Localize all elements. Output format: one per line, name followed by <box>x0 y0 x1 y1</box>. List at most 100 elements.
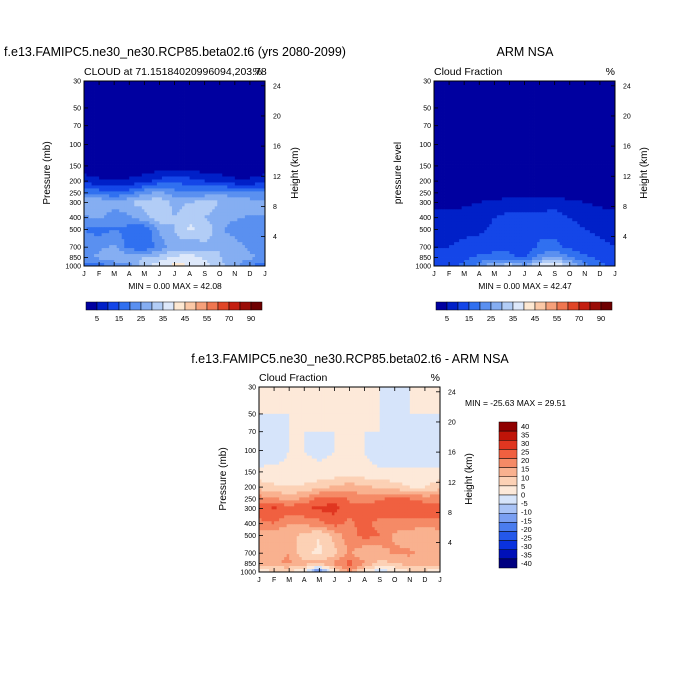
contour-cell <box>439 83 442 88</box>
contour-cell <box>139 254 143 258</box>
contour-cell <box>114 116 118 121</box>
contour-cell <box>197 263 201 267</box>
contour-cell <box>184 113 188 118</box>
contour-cell <box>202 81 206 85</box>
contour-cell <box>247 164 251 168</box>
contour-cell <box>182 227 185 231</box>
contour-cell <box>114 101 118 106</box>
contour-cell <box>154 122 158 127</box>
contour-cell <box>84 194 87 198</box>
contour-cell <box>154 119 158 124</box>
contour-cell <box>476 92 480 97</box>
contour-cell <box>96 137 100 142</box>
contour-cell <box>124 179 128 183</box>
contour-cell <box>247 89 251 94</box>
contour-cell <box>197 212 201 216</box>
contour-cell <box>244 242 248 246</box>
contour-cell <box>247 203 251 207</box>
contour-cell <box>171 191 175 195</box>
contour-cell <box>572 95 576 100</box>
contour-cell <box>174 260 178 264</box>
contour-cell <box>169 140 173 145</box>
contour-cell <box>202 251 206 255</box>
contour-cell <box>184 176 188 180</box>
contour-cell <box>129 143 133 148</box>
contour-cell <box>229 224 233 228</box>
contour-cell <box>166 134 170 139</box>
contour-cell <box>257 134 261 139</box>
contour-cell <box>114 200 118 204</box>
contour-cell <box>101 146 105 151</box>
contour-cell <box>217 170 221 174</box>
contour-cell <box>166 221 170 225</box>
contour-cell <box>161 95 165 100</box>
contour-cell <box>597 81 601 85</box>
contour-cell <box>129 125 133 130</box>
contour-cell <box>129 119 133 124</box>
contour-cell <box>174 89 178 94</box>
contour-cell <box>257 101 261 106</box>
contour-cell <box>232 191 236 195</box>
contour-cell <box>177 164 180 168</box>
contour-cell <box>159 206 163 210</box>
contour-cell <box>444 92 447 97</box>
contour-cell <box>212 182 216 186</box>
contour-cell <box>151 164 155 168</box>
contour-cell <box>171 227 175 231</box>
contour-cell <box>111 203 115 207</box>
contour-cell <box>161 164 165 168</box>
contour-cell <box>141 113 145 118</box>
contour-cell <box>164 81 168 85</box>
contour-cell <box>612 81 616 85</box>
contour-cell <box>126 209 130 213</box>
contour-cell <box>252 179 256 183</box>
contour-cell <box>217 215 221 219</box>
contour-cell <box>242 170 246 174</box>
contour-cell <box>84 230 87 234</box>
contour-cell <box>259 101 263 106</box>
contour-cell <box>506 86 510 91</box>
contour-cell <box>109 161 113 165</box>
contour-cell <box>232 92 236 97</box>
contour-cell <box>114 182 118 186</box>
contour-cell <box>161 125 165 130</box>
contour-cell <box>136 182 140 186</box>
contour-cell <box>254 125 258 130</box>
contour-cell <box>174 152 178 156</box>
contour-cell <box>516 81 520 85</box>
contour-cell <box>139 230 143 234</box>
contour-cell <box>161 185 165 189</box>
contour-cell <box>99 152 102 156</box>
contour-cell <box>552 89 556 94</box>
contour-cell <box>504 92 508 97</box>
contour-cell <box>257 248 261 252</box>
contour-cell <box>189 107 193 112</box>
contour-cell <box>94 143 97 148</box>
contour-cell <box>184 92 188 97</box>
contour-cell <box>249 209 253 213</box>
contour-cell <box>254 206 258 210</box>
contour-cell <box>224 92 228 97</box>
contour-cell <box>219 242 223 246</box>
contour-cell <box>149 260 153 264</box>
contour-cell <box>214 263 218 267</box>
contour-cell <box>96 167 100 171</box>
contour-cell <box>524 95 528 100</box>
contour-cell <box>212 191 216 195</box>
contour-cell <box>119 227 123 231</box>
contour-cell <box>101 161 105 165</box>
contour-cell <box>567 95 571 100</box>
contour-cell <box>91 167 95 171</box>
contour-cell <box>229 230 233 234</box>
contour-cell <box>116 140 120 145</box>
contour-cell <box>434 92 437 97</box>
contour-cell <box>136 254 140 258</box>
contour-cell <box>234 164 238 168</box>
contour-cell <box>146 116 150 121</box>
contour-cell <box>164 254 168 258</box>
contour-cell <box>237 128 241 133</box>
contour-cell <box>219 257 223 261</box>
contour-cell <box>106 221 110 225</box>
contour-cell <box>99 122 102 127</box>
contour-cell <box>239 116 243 121</box>
